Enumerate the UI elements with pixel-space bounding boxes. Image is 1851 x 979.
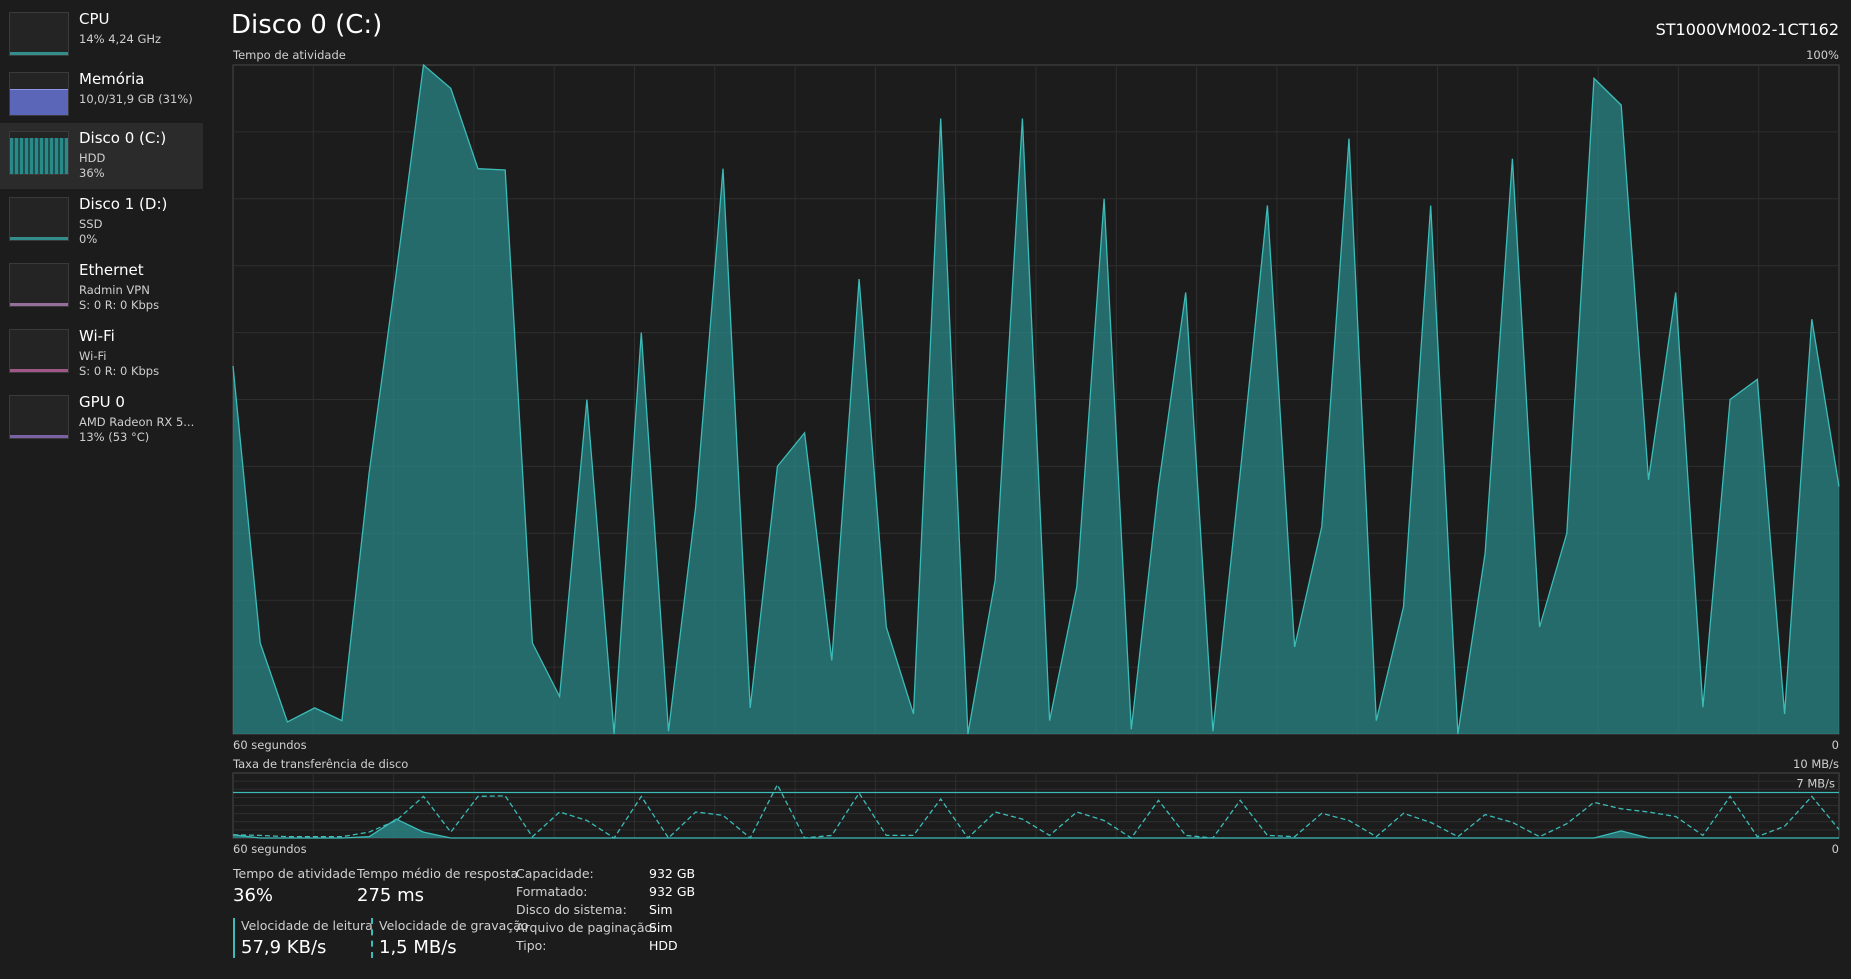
thumb-fill (10, 138, 68, 174)
sidebar-item[interactable]: Memória 10,0/31,9 GB (31%) (0, 64, 203, 128)
transfer-x-left: 60 segundos (233, 842, 307, 856)
activity-label: Tempo de atividade (233, 48, 346, 62)
detail-label: Disco do sistema: (516, 902, 627, 917)
sidebar-name: Ethernet (79, 261, 144, 279)
detail-label: Capacidade: (516, 866, 594, 881)
sidebar-thumbnail (9, 263, 69, 307)
legend-bar (233, 918, 235, 958)
sidebar-thumbnail (9, 131, 69, 175)
sidebar-line: SSD (79, 217, 103, 231)
page-title: Disco 0 (C:) (231, 10, 383, 40)
stat-label: Velocidade de gravação (379, 918, 529, 933)
sidebar-thumbnail (9, 197, 69, 241)
reference-label: 7 MB/s (1796, 777, 1835, 791)
detail-value: Sim (649, 902, 673, 917)
stat-label: Tempo médio de resposta (357, 866, 519, 881)
sidebar-line: Radmin VPN (79, 283, 150, 297)
detail-value: Sim (649, 920, 673, 935)
sidebar-item[interactable]: Ethernet Radmin VPN S: 0 R: 0 Kbps (0, 255, 203, 319)
sidebar-line: HDD (79, 151, 106, 165)
sidebar-thumbnail (9, 329, 69, 373)
detail-value: 932 GB (649, 866, 696, 881)
stat-value: 36% (233, 885, 274, 906)
disk-model: ST1000VM002-1CT162 (1655, 20, 1839, 39)
series-line (232, 783, 1840, 840)
sidebar-item[interactable]: GPU 0 AMD Radeon RX 5... 13% (53 °C) (0, 387, 203, 451)
sidebar-thumbnail (9, 12, 69, 56)
thumb-baseline (10, 369, 68, 372)
detail-value: HDD (649, 938, 678, 953)
detail-label: Arquivo de paginação: (516, 920, 657, 935)
sidebar-item[interactable]: CPU 14% 4,24 GHz (0, 4, 203, 68)
sidebar-line: 36% (79, 166, 105, 180)
series-line (232, 63, 1840, 735)
activity-x-right: 0 (1831, 738, 1839, 752)
detail-label: Tipo: (516, 938, 547, 953)
sidebar-thumbnail (9, 395, 69, 439)
sidebar-line: 10,0/31,9 GB (31%) (79, 92, 193, 106)
legend-bar (371, 918, 373, 958)
sidebar-line: 0% (79, 232, 98, 246)
thumb-baseline (10, 52, 68, 55)
sidebar-name: Wi-Fi (79, 327, 115, 345)
sidebar-line: Wi-Fi (79, 349, 107, 363)
thumb-baseline (10, 435, 68, 438)
stat-value: 57,9 KB/s (241, 937, 327, 958)
sidebar-name: Disco 0 (C:) (79, 129, 167, 147)
sidebar-name: CPU (79, 10, 110, 28)
activity-x-left: 60 segundos (233, 738, 307, 752)
sidebar-line: AMD Radeon RX 5... (79, 415, 195, 429)
sidebar-line: S: 0 R: 0 Kbps (79, 298, 160, 312)
stat-value: 1,5 MB/s (379, 937, 457, 958)
thumb-baseline (10, 303, 68, 306)
sidebar-item[interactable]: Wi-Fi Wi-Fi S: 0 R: 0 Kbps (0, 321, 203, 385)
memory-fill (10, 88, 68, 115)
sidebar-line: S: 0 R: 0 Kbps (79, 364, 160, 378)
transfer-max: 10 MB/s (1793, 757, 1839, 771)
activity-max: 100% (1806, 48, 1839, 62)
sidebar-thumbnail (9, 72, 69, 116)
sidebar: CPU 14% 4,24 GHz Memória 10,0/31,9 GB (31%)… (0, 0, 203, 979)
detail-label: Formatado: (516, 884, 588, 899)
thumb-baseline (10, 237, 68, 240)
series-line (232, 818, 1839, 839)
transfer-x-right: 0 (1831, 842, 1839, 856)
sidebar-name: GPU 0 (79, 393, 125, 411)
detail-value: 932 GB (649, 884, 696, 899)
stat-value: 275 ms (357, 885, 424, 906)
sidebar-item[interactable]: Disco 1 (D:) SSD 0% (0, 189, 203, 253)
sidebar-line: 14% 4,24 GHz (79, 32, 162, 46)
stat-label: Tempo de atividade (233, 866, 356, 881)
sidebar-name: Disco 1 (D:) (79, 195, 168, 213)
sidebar-name: Memória (79, 70, 145, 88)
area-fill (233, 65, 1839, 734)
stat-label: Velocidade de leitura (241, 918, 373, 933)
sidebar-line: 13% (53 °C) (79, 430, 150, 444)
sidebar-item[interactable]: Disco 0 (C:) HDD 36% (0, 123, 203, 189)
transfer-label: Taxa de transferência de disco (233, 757, 409, 771)
